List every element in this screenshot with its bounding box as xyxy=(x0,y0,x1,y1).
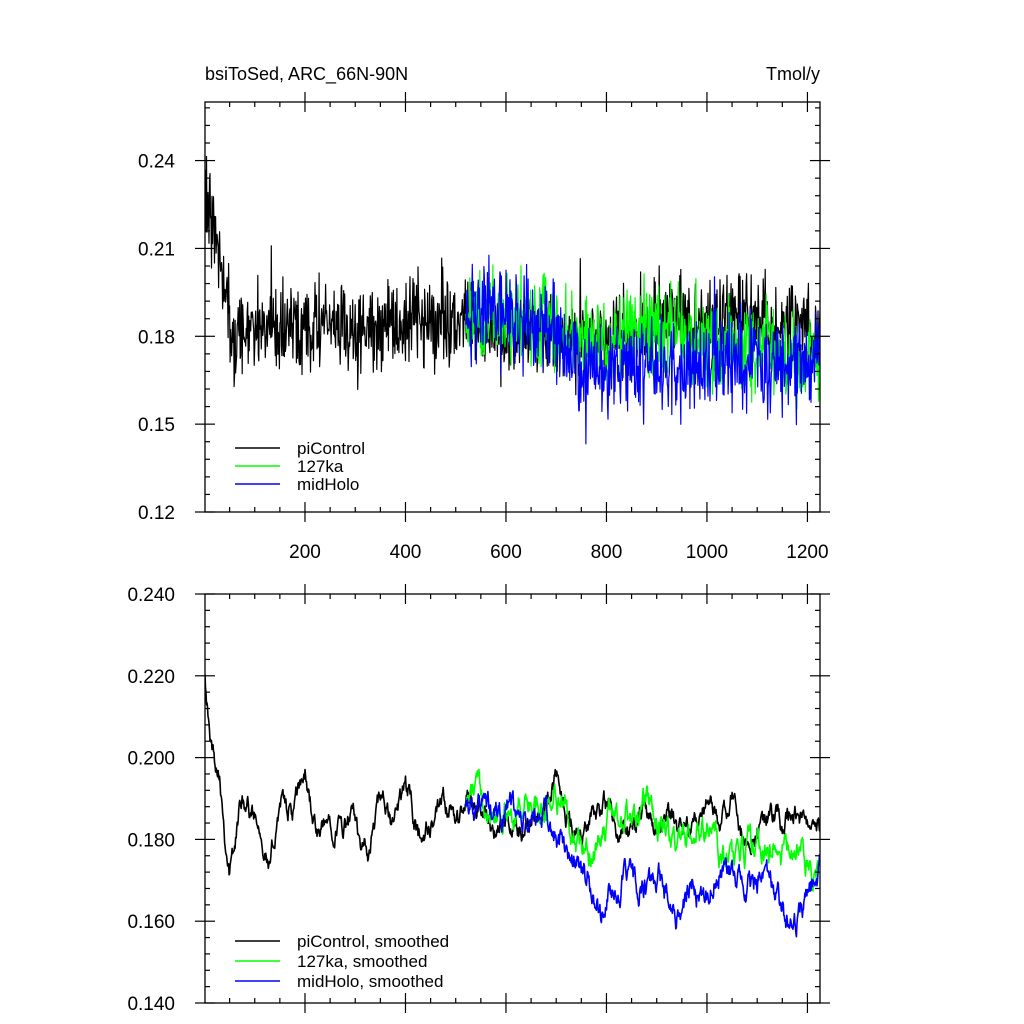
bottom-chart: 0.140 0.160 0.180 0.200 0.220 0.240 piControl… xyxy=(127,584,830,1015)
x-tick-label: 600 xyxy=(490,542,522,563)
plot-frame xyxy=(204,593,821,1004)
y-tick-label: 0.220 xyxy=(127,667,175,688)
x-tick-label: 200 xyxy=(289,542,321,563)
y-tick-label: 0.240 xyxy=(127,585,175,606)
y-tick-label: 0.180 xyxy=(127,830,175,851)
top-axes: 200 400 600 800 1000 1200 0.12 0.15 0.18 0.21 0.24 xyxy=(138,92,830,563)
top-plot-area xyxy=(205,155,820,445)
y-tick-label: 0.140 xyxy=(127,994,175,1015)
series-line-1-2 xyxy=(465,790,820,938)
legend-label: midHolo, smoothed xyxy=(297,972,443,991)
series-line-0-2 xyxy=(465,254,820,445)
x-tick-label: 400 xyxy=(390,542,422,563)
top-chart: 200 400 600 800 1000 1200 0.12 0.15 0.18 0.21 0.24… xyxy=(138,92,830,563)
y-tick-label: 0.24 xyxy=(138,152,175,173)
top-chart-units: Tmol/y xyxy=(766,64,820,84)
y-tick-label: 0.21 xyxy=(138,239,175,260)
bottom-plot-area xyxy=(205,674,820,938)
y-tick-label: 0.200 xyxy=(127,749,175,770)
x-tick-label: 1000 xyxy=(686,542,728,563)
y-tick-label: 0.15 xyxy=(138,415,175,436)
x-tick-label: 800 xyxy=(591,542,623,563)
series-line-1-0 xyxy=(205,674,820,876)
y-tick-label: 0.18 xyxy=(138,327,175,348)
y-tick-label: 0.12 xyxy=(138,503,175,524)
top-chart-title: bsiToSed, ARC_66N-90N xyxy=(205,64,408,85)
legend-label: piControl xyxy=(297,439,365,458)
legend-label: midHolo xyxy=(297,475,359,494)
x-tick-label: 1200 xyxy=(786,542,828,563)
y-tick-label: 0.160 xyxy=(127,912,175,933)
legend-label: piControl, smoothed xyxy=(297,932,449,951)
legend-label: 127ka, smoothed xyxy=(297,952,427,971)
bottom-axes: 0.140 0.160 0.180 0.200 0.220 0.240 xyxy=(127,584,830,1015)
legend-label: 127ka xyxy=(297,457,344,476)
plot-frame xyxy=(204,101,821,513)
series-line-1-1 xyxy=(465,768,820,892)
